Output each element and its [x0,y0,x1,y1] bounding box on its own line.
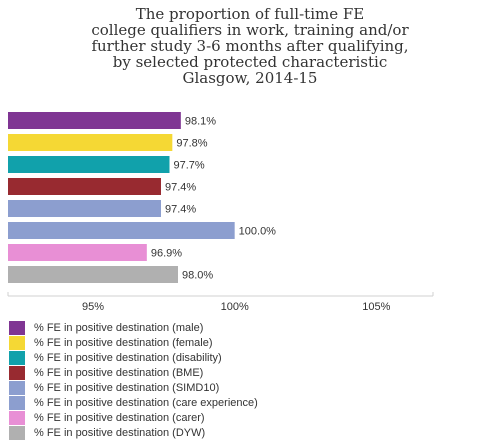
value-labels-layer: 98.1% 97.8% 97.7% 97.4% 97.4% 100.0% 96.9%98.0… [151,116,276,282]
legend-swatch-4 [9,365,25,380]
chart-title-line-2: college qualifiers in work, training and… [91,21,409,39]
bar-8 [8,266,178,283]
legend-label-6: % FE in positive destination (care exper… [34,396,258,409]
value-label-2: 97.8% [176,138,207,150]
legend-swatch-7 [9,410,25,425]
legend-item-2: % FE in positive destination (female) [9,335,429,350]
x-tick-label-1: 95% [82,301,104,313]
bar-chart: 98.1% 97.8% 97.7% 97.4% 97.4% 100.0% 96.9%98.0… [7,112,434,313]
bar-4 [8,178,161,195]
legend-swatch-3 [9,350,25,365]
legend-label-8: % FE in positive destination (DYW) [34,426,206,439]
legend-swatch-2 [9,335,25,350]
legend-item-4: % FE in positive destination (BME) [9,365,429,380]
chart-title-line-1: The proportion of full-time FE [135,5,365,23]
value-label-6: 100.0% [239,226,277,238]
legend-label-4: % FE in positive destination (BME) [34,366,204,379]
legend-item-7: % FE in positive destination (carer) [9,410,429,425]
bar-6 [8,222,235,239]
legend-swatch-1 [9,320,25,335]
legend-item-6: % FE in positive destination (care exper… [9,395,429,410]
x-tick-label-3: 105% [362,301,390,313]
value-label-5: 97.4% [165,204,196,216]
bar-7 [8,244,147,261]
bar-1 [8,112,181,129]
legend-swatch-5 [9,380,25,395]
bars-layer [8,112,235,283]
bar-3 [8,156,170,173]
x-axis: 95% 100% 105% [7,292,434,313]
legend-item-3: % FE in positive destination (disability… [9,350,429,365]
legend-swatch-6 [9,395,25,410]
legend-label-1: % FE in positive destination (male) [34,321,204,334]
bar-5 [8,200,161,217]
legend-item-5: % FE in positive destination (SIMD10) [9,380,429,395]
value-label-7: 96.9% [151,248,182,260]
chart-title-line-5: Glasgow, 2014-15 [182,69,318,87]
chart-title-line-3: further study 3-6 months after qualifyin… [91,37,409,55]
x-tick-label-2: 100% [221,301,249,313]
value-label-3: 97.7% [174,160,205,172]
chart-title: The proportion of full-time FE college q… [60,6,440,86]
bar-2 [8,134,173,151]
value-label-1: 98.1% [185,116,216,128]
legend-label-2: % FE in positive destination (female) [34,336,213,349]
legend-label-5: % FE in positive destination (SIMD10) [34,381,220,394]
legend-item-8: % FE in positive destination (DYW) [9,425,429,440]
legend-swatch-8 [9,425,25,440]
legend: % FE in positive destination (male) % FE … [9,320,429,440]
legend-label-3: % FE in positive destination (disability… [34,351,222,364]
value-label-4: 97.4% [165,182,196,194]
legend-item-1: % FE in positive destination (male) [9,320,429,335]
legend-label-7: % FE in positive destination (carer) [34,411,205,424]
chart-title-line-4: by selected protected characteristic [112,53,388,71]
value-label-8: 98.0% [182,270,213,282]
